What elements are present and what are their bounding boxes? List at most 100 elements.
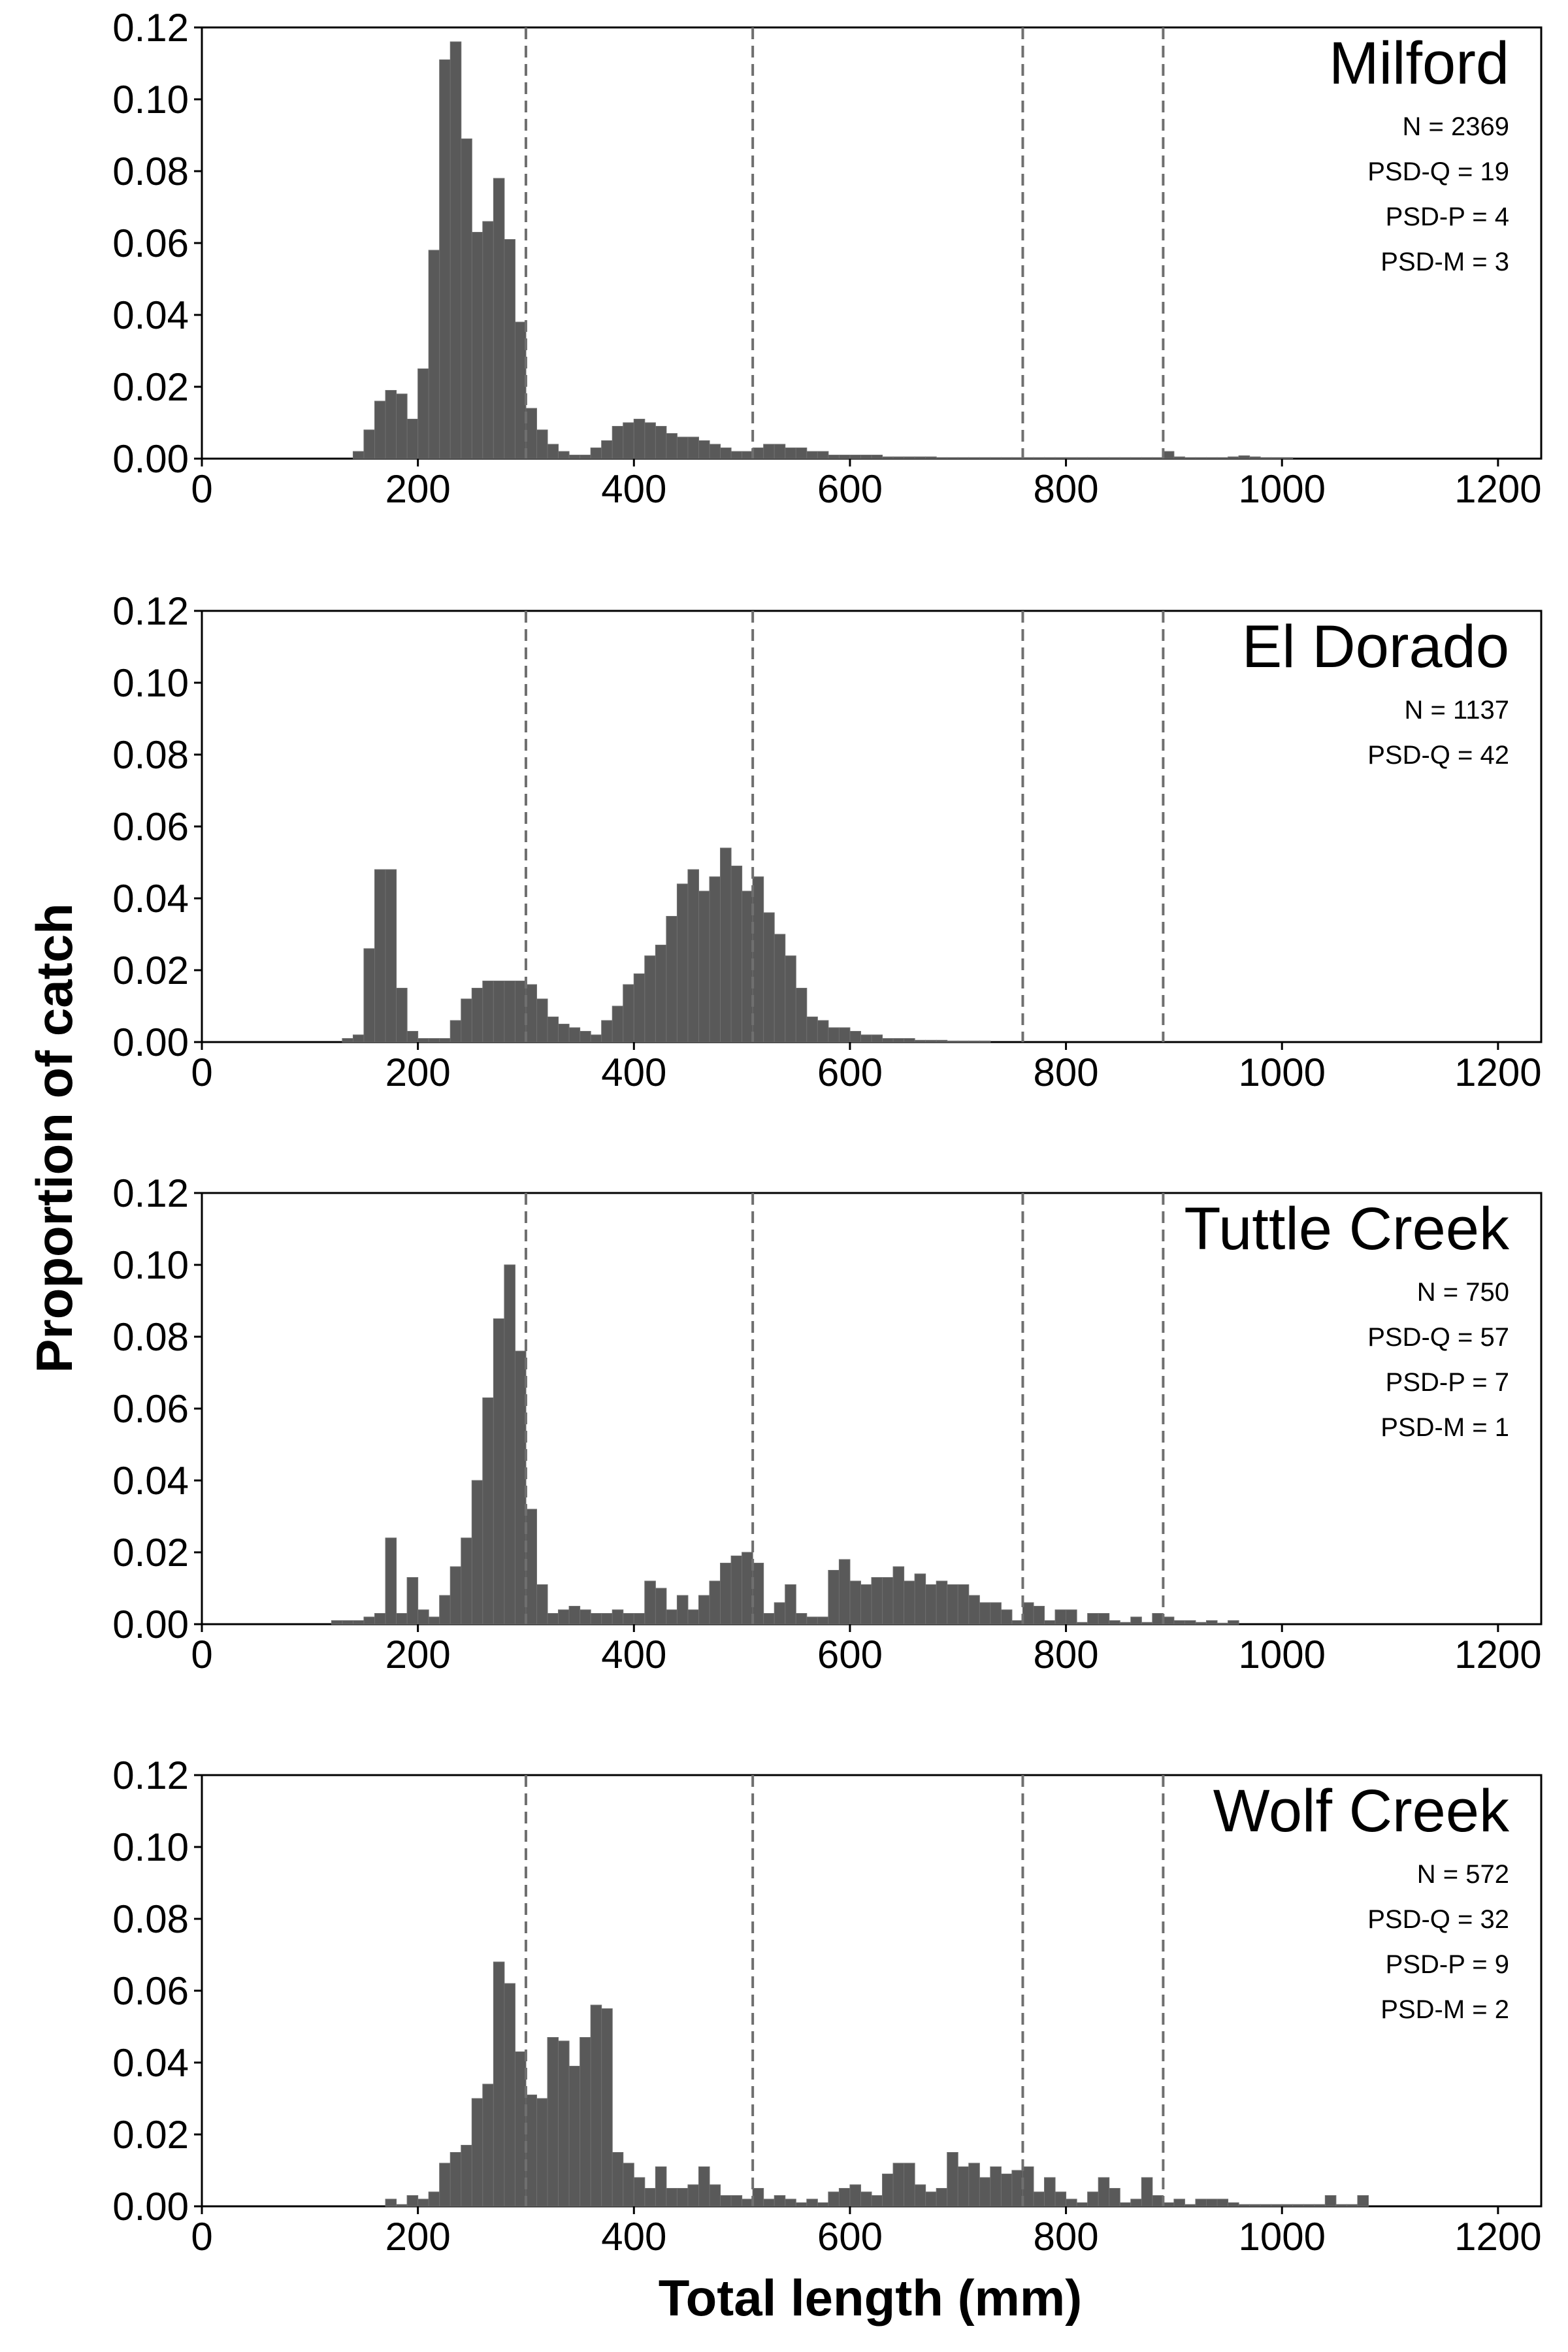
y-tick-label: 0.02 (112, 1531, 189, 1575)
histogram-bar (882, 456, 894, 459)
histogram-bar (968, 457, 980, 459)
histogram-bar (871, 455, 883, 459)
histogram-bar (676, 1595, 689, 1625)
histogram-bar (860, 455, 872, 459)
histogram-bar (547, 2037, 559, 2207)
histogram-bar (493, 1318, 505, 1625)
histogram-bar (698, 890, 710, 1043)
histogram-bar (914, 2184, 926, 2207)
histogram-bar (990, 457, 1002, 459)
histogram-bar (493, 1961, 505, 2207)
histogram-bar (752, 448, 764, 459)
histogram-bar (406, 1577, 419, 1625)
histogram-bar (1173, 2198, 1185, 2207)
histogram-bar (536, 2098, 548, 2207)
histogram-bar (449, 1020, 462, 1043)
histogram-bar (1195, 457, 1207, 459)
histogram-bar (493, 981, 505, 1043)
x-tick-label: 400 (601, 1633, 666, 1676)
x-tick-label: 1000 (1238, 1633, 1325, 1676)
histogram-bar (698, 1595, 710, 1625)
histogram-bar (904, 456, 915, 459)
histogram-bar (449, 2152, 462, 2207)
histogram-bar (590, 1034, 602, 1043)
histogram-bar (1011, 1620, 1023, 1625)
x-tick-label: 1200 (1454, 1051, 1541, 1094)
histogram-bar (1141, 1622, 1153, 1625)
histogram-bar (817, 1020, 829, 1043)
plot-frame (201, 610, 1543, 1043)
histogram-bar (514, 1350, 527, 1625)
histogram-bar (504, 1983, 515, 2207)
x-tick-label: 1000 (1238, 2215, 1325, 2259)
histogram-bar (655, 426, 667, 459)
histogram-bar (385, 390, 397, 459)
x-tick-label: 1000 (1238, 467, 1325, 511)
histogram-bar (439, 1038, 451, 1043)
histogram-bar (925, 456, 937, 459)
panel-title: Tuttle Creek (1184, 1196, 1510, 1262)
histogram-bar (342, 1620, 353, 1625)
histogram-bar (536, 998, 548, 1043)
histogram-bar (655, 1588, 667, 1625)
histogram-bar (687, 869, 699, 1043)
y-axis-title: Proportion of catch (25, 903, 83, 1373)
histogram-bar (1087, 1613, 1099, 1625)
histogram-bar (720, 847, 732, 1043)
x-tick-label: 1200 (1454, 467, 1541, 511)
histogram-bar (709, 1580, 721, 1625)
histogram-bar (882, 1038, 894, 1043)
histogram-bar (601, 440, 613, 459)
histogram-bar (666, 433, 678, 459)
histogram-bar (439, 59, 451, 459)
histogram-bar (1281, 2204, 1294, 2207)
x-tick-label: 800 (1034, 2215, 1099, 2259)
histogram-bar (1011, 457, 1023, 459)
histogram-bar (1173, 456, 1185, 459)
histogram-bar (947, 2152, 958, 2207)
histogram-bar (428, 1616, 440, 1625)
histogram-bar (1217, 2198, 1229, 2207)
histogram-bar (1195, 1622, 1207, 1625)
histogram-bar (1152, 457, 1164, 459)
histogram-bar (633, 973, 645, 1043)
panel-stat: PSD-M = 3 (1380, 248, 1509, 276)
histogram-bar (568, 1027, 581, 1043)
histogram-bar (720, 2195, 732, 2207)
histogram-bar (947, 1040, 958, 1043)
histogram-bar (1249, 456, 1261, 459)
y-tick-label: 0.10 (112, 661, 189, 705)
histogram-bar (957, 1040, 970, 1043)
histogram-bar (968, 1595, 980, 1625)
histogram-bar (1098, 1613, 1110, 1625)
histogram-bar (774, 444, 786, 459)
histogram-bar (730, 866, 743, 1043)
panel-stat: PSD-Q = 57 (1367, 1323, 1509, 1352)
histogram-bar (1000, 2174, 1013, 2207)
histogram-bar (1249, 2204, 1261, 2207)
histogram-bar (957, 2166, 970, 2207)
histogram-bar (363, 1616, 376, 1625)
histogram-bar (439, 1595, 451, 1625)
histogram-bar (709, 876, 721, 1043)
histogram-bar (1076, 1622, 1088, 1625)
histogram-bar (1141, 2177, 1153, 2207)
histogram-bar (461, 139, 472, 459)
x-tick-label: 400 (601, 2215, 666, 2259)
histogram-bar (612, 426, 624, 459)
histogram-bar (806, 2198, 818, 2207)
y-tick-label: 0.06 (112, 1387, 189, 1431)
histogram-bar (871, 1577, 883, 1625)
histogram-bar (914, 1573, 926, 1625)
histogram-bar (871, 1034, 883, 1043)
histogram-bar (428, 1038, 440, 1043)
histogram-bar (914, 1039, 926, 1043)
histogram-bar (817, 1616, 829, 1625)
histogram-bar (925, 2191, 937, 2207)
histogram-bar (1271, 457, 1282, 459)
histogram-bar (849, 2184, 861, 2207)
histogram-bar (482, 981, 494, 1043)
histogram-bar (698, 2166, 710, 2207)
histogram-bar (774, 1602, 786, 1625)
histogram-bar (568, 1606, 581, 1625)
